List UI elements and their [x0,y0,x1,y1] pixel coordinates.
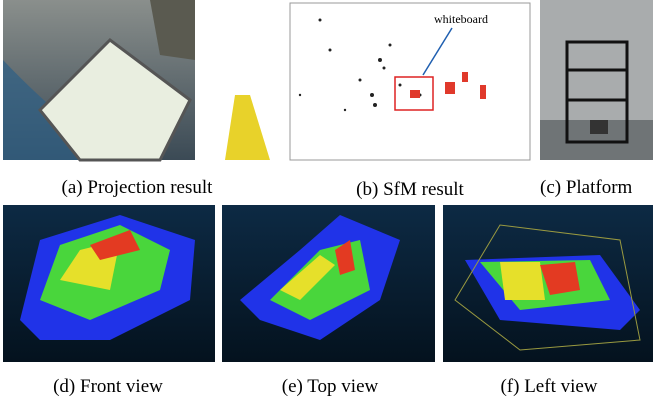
caption: (c) Platform [540,177,633,198]
panel-f-image [443,205,653,362]
panel-b-image: whiteboard [290,3,530,160]
caption: (b) SfM result [356,179,464,200]
annotation: whiteboard [434,12,488,26]
caption: (d) Front view [53,376,163,397]
figure: whiteboard (a) Projection result (b) S [0,0,653,402]
caption: (e) Top view [282,376,379,397]
panel-a-image [3,0,270,160]
caption: (f) Left view [500,376,597,397]
panel-c-image [540,0,653,160]
caption: (a) Projection result [62,177,214,198]
page: {"figure": {"panels": [ {"caption": "(a)… [0,0,653,402]
panel-d-image [3,205,215,362]
panel-e-image [222,205,435,362]
